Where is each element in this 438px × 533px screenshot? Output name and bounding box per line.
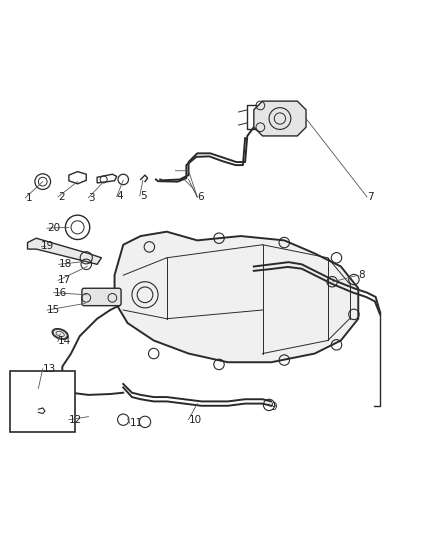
Text: 11: 11 (130, 418, 143, 428)
Text: 16: 16 (53, 288, 67, 297)
FancyBboxPatch shape (82, 288, 121, 305)
Text: 19: 19 (41, 240, 54, 251)
Text: 12: 12 (69, 415, 82, 425)
Ellipse shape (52, 329, 68, 340)
Text: 13: 13 (43, 364, 56, 374)
Polygon shape (254, 101, 306, 136)
Text: 1: 1 (25, 193, 32, 203)
Text: 4: 4 (117, 191, 124, 201)
Text: 10: 10 (188, 415, 201, 425)
Text: 14: 14 (58, 336, 71, 346)
Text: 6: 6 (197, 192, 204, 202)
Polygon shape (28, 238, 102, 264)
Text: 2: 2 (58, 192, 64, 202)
Text: 18: 18 (59, 260, 72, 269)
Polygon shape (115, 232, 358, 362)
Polygon shape (97, 174, 117, 183)
Text: 3: 3 (88, 193, 95, 203)
Text: 15: 15 (47, 305, 60, 315)
Text: 17: 17 (58, 276, 71, 286)
Text: 7: 7 (367, 192, 374, 202)
Text: 8: 8 (358, 270, 365, 280)
Text: 20: 20 (47, 223, 60, 233)
Polygon shape (69, 172, 86, 184)
Text: 9: 9 (270, 402, 277, 411)
Text: 5: 5 (140, 191, 146, 201)
Bar (10, 371, 75, 432)
